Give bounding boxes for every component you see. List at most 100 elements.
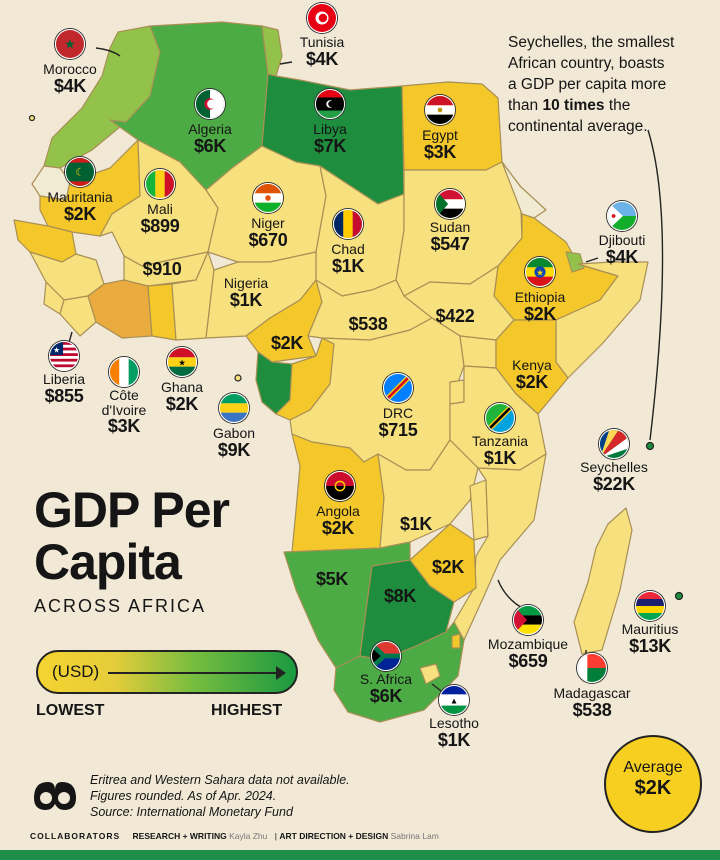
niger-flag-icon [253, 183, 283, 213]
country-name: Liberia [42, 371, 86, 387]
djibouti-flag-icon [607, 201, 637, 231]
drc-flag-icon [383, 373, 413, 403]
label-drc: DRC $715 [379, 406, 418, 440]
label-angola: Angola $2K [316, 504, 360, 538]
country-value: $2K [515, 371, 549, 392]
ethiopia-flag-icon: ★ [525, 257, 555, 287]
seychelles-flag-icon [599, 429, 629, 459]
label-egypt: Egypt $3K [422, 128, 458, 162]
country-name: Mauritania [47, 189, 113, 205]
average-badge: Average $2K [604, 735, 702, 833]
legend-line [108, 672, 280, 674]
mozambique-flag-icon [513, 605, 543, 635]
country-value: $4K [605, 246, 639, 267]
country-name: Mauritius [621, 621, 679, 637]
subtitle: ACROSS AFRICA [34, 596, 207, 616]
region-madagascar [573, 507, 633, 655]
credits-art-name: Sabrina Lam [390, 831, 439, 841]
country-name: Sudan [429, 219, 471, 235]
label-mauritania: Mauritania $2K [47, 190, 112, 224]
credits-research-role: RESEARCH + WRITING [132, 831, 227, 841]
label-djibouti: Djibouti $4K [599, 233, 646, 267]
country-name: Ethiopia [514, 289, 566, 305]
region-mauritius [674, 591, 684, 601]
arrow-right-icon [276, 666, 286, 680]
country-value: $6K [193, 135, 227, 156]
region-malawi [469, 479, 489, 541]
country-value: $7K [313, 135, 347, 156]
country-name: Tunisia [299, 34, 345, 50]
arrow-tunisia [279, 61, 293, 65]
liberia-flag-icon: ★ [49, 341, 79, 371]
label-gabon: Gabon $9K [213, 426, 255, 460]
svg-text:★: ★ [536, 268, 544, 278]
country-name: Côte [109, 387, 139, 403]
tunisia-flag-icon [307, 3, 337, 33]
country-name: Algeria [188, 121, 232, 137]
country-name: Kenya [512, 357, 552, 373]
country-value: $538 [572, 699, 612, 720]
legend-low-label: LOWEST [36, 702, 105, 719]
average-value: $2K [634, 777, 672, 799]
footnote-source: Source: International Monetary Fund [90, 805, 293, 819]
country-name: Nigeria [223, 275, 269, 291]
value-burkina: $910 [142, 259, 182, 279]
note-line: Seychelles, the smallest [508, 34, 675, 51]
svg-text:▲: ▲ [450, 696, 458, 706]
note-line: African country, boasts [508, 55, 665, 72]
country-name: Morocco [43, 61, 97, 77]
country-name: Djibouti [598, 232, 646, 248]
country-name: Mozambique [487, 636, 569, 652]
color-legend: (USD) [36, 650, 298, 694]
note-line: than 10 times the [508, 97, 631, 114]
country-name-line2: d'Ivoire [101, 401, 147, 418]
mauritius-flag-icon [635, 591, 665, 621]
region-eritrea [501, 161, 547, 219]
footnote-line: Figures rounded. As of Apr. 2024. [90, 789, 277, 803]
label-tanzania: Tanzania $1K [472, 434, 528, 468]
country-name: Tanzania [471, 433, 529, 449]
title-line-1: GDP Per [34, 482, 230, 538]
tanzania-flag-icon [485, 403, 515, 433]
egypt-flag-icon [425, 95, 455, 125]
label-chad: Chad $1K [331, 242, 364, 276]
arrow-djibouti [585, 257, 599, 263]
label-madagascar: Madagascar $538 [553, 686, 630, 720]
label-algeria: Algeria $6K [188, 122, 232, 156]
credits: COLLABORATORS RESEARCH + WRITING Kayla Z… [30, 831, 444, 841]
svg-text:★: ★ [178, 358, 186, 368]
legend-unit: (USD) [52, 662, 100, 681]
label-ethiopia: Ethiopia $2K [515, 290, 566, 324]
value-zimbabwe: $2K [431, 557, 465, 577]
mali-flag-icon [145, 169, 175, 199]
country-name: S. Africa [359, 671, 413, 687]
region-cape-verde [28, 114, 36, 122]
value-namibia: $5K [315, 569, 349, 589]
credits-research-name: Kayla Zhu [229, 831, 268, 841]
country-value: $670 [248, 229, 288, 250]
country-value: $715 [378, 419, 418, 440]
label-cote-divoire: Côte d'Ivoire $3K [102, 388, 147, 436]
country-value: $4K [305, 48, 339, 69]
sudan-flag-icon [435, 189, 465, 219]
country-value: $899 [140, 215, 180, 236]
bottom-strip [0, 850, 720, 860]
label-mozambique: Mozambique $659 [488, 637, 568, 671]
chad-flag-icon [333, 209, 363, 239]
label-mali: Mali $899 [141, 202, 180, 236]
region-tunisia [261, 25, 283, 77]
seychelles-note: Seychelles, the smallest African country… [508, 32, 674, 137]
svg-text:☾: ☾ [75, 168, 84, 179]
value-south-sudan: $422 [435, 306, 475, 326]
title-line-2: Capita [34, 534, 182, 590]
label-south-africa: S. Africa $6K [360, 672, 412, 706]
region-uganda [459, 335, 497, 369]
country-name: Egypt [422, 127, 458, 143]
country-value: $9K [217, 439, 251, 460]
region-lesotho [419, 663, 441, 685]
label-tunisia: Tunisia $4K [300, 35, 345, 69]
value-botswana: $8K [383, 586, 417, 606]
region-zambia [377, 439, 479, 549]
svg-text:★: ★ [53, 345, 60, 354]
